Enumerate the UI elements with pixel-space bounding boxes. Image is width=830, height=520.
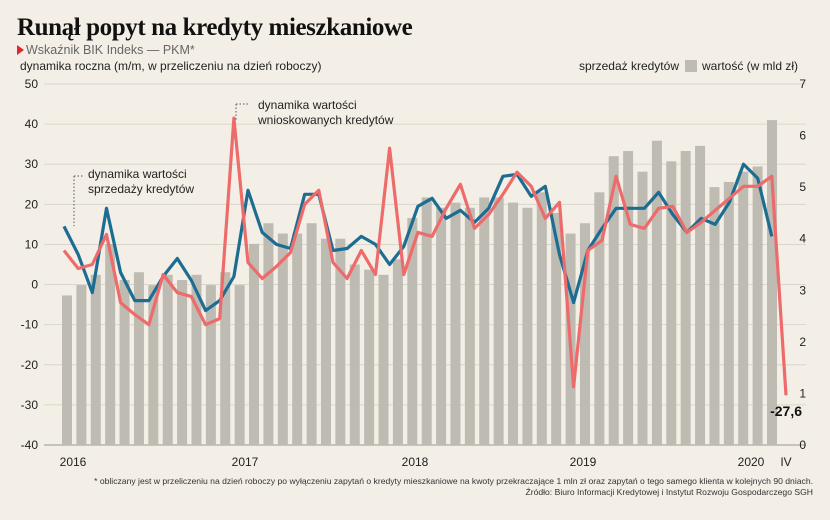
bar (738, 171, 749, 445)
x-tick-label: 2017 (232, 455, 259, 469)
red-triangle-icon (17, 45, 24, 55)
bar (263, 223, 274, 445)
bar (335, 238, 346, 445)
y-left-tick-label: -30 (21, 398, 39, 412)
y-right-tick-label: 1 (799, 386, 806, 400)
x-tick-label: 2019 (570, 455, 597, 469)
y-right-tick-label: 5 (799, 180, 806, 194)
x-tick-label: 2020 (738, 455, 765, 469)
y-right-tick-label: 2 (799, 335, 806, 349)
applications-annotation: wnioskowanych kredytów (257, 113, 394, 127)
bar (767, 120, 777, 445)
bar (148, 285, 159, 445)
right-axis-ticks: 7 6 5 4 3 2 1 0 (799, 77, 806, 452)
bar (177, 279, 188, 445)
bar (105, 243, 116, 445)
bar (436, 207, 447, 445)
last-value-label: -27,6 (770, 403, 802, 419)
bar (479, 197, 490, 445)
bar (220, 272, 231, 445)
bar (522, 207, 533, 445)
y-left-tick-label: -10 (21, 318, 39, 332)
bar-series (62, 120, 777, 446)
bar (723, 181, 734, 445)
bar (349, 264, 360, 445)
y-right-tick-label: 4 (799, 232, 806, 246)
y-right-tick-label: 7 (799, 77, 806, 91)
bar (407, 218, 418, 445)
y-right-tick-label: 3 (799, 283, 806, 297)
bar (608, 156, 619, 445)
y-left-tick-label: 0 (31, 278, 38, 292)
bar (450, 202, 461, 445)
sales-annotation: dynamika wartości (88, 167, 187, 181)
sales-annotation: sprzedaży kredytów (88, 182, 194, 196)
bar (119, 279, 130, 445)
legend-bar-swatch (684, 60, 697, 72)
x-axis-ticks: 2016 2017 2018 2019 2020 IV (60, 455, 792, 469)
source-text: Źródło: Biuro Informacji Kredytowej i In… (525, 487, 813, 497)
x-tick-label: 2018 (402, 455, 429, 469)
bar (493, 197, 504, 445)
bar (320, 238, 331, 445)
bar (637, 171, 648, 445)
bar (752, 166, 763, 445)
bar (364, 269, 375, 445)
y-right-tick-label: 0 (799, 438, 806, 452)
bar (623, 151, 634, 446)
bar (551, 212, 562, 445)
y-left-tick-label: 50 (25, 77, 39, 91)
bar (378, 274, 389, 445)
bar (680, 151, 691, 446)
legend: sprzedaż kredytów wartość (w mld zł) (579, 59, 798, 73)
applications-line (62, 116, 788, 396)
bar (709, 187, 720, 445)
legend-bars-label: sprzedaż kredytów (578, 59, 679, 73)
applications-annotation: dynamika wartości (258, 98, 357, 112)
y-left-tick-label: -20 (21, 358, 39, 372)
footnote-text: * obliczany jest w przeliczeniu na dzień… (94, 476, 813, 486)
bar (249, 243, 260, 445)
bar (162, 274, 173, 445)
bar (508, 202, 519, 445)
bar (205, 285, 216, 445)
bar (579, 223, 590, 445)
y-left-tick-label: 10 (25, 237, 39, 251)
bar (464, 207, 475, 445)
bar (76, 285, 87, 445)
y-left-tick-label: 40 (25, 117, 39, 131)
x-tick-label: 2016 (60, 455, 87, 469)
footnote: * obliczany jest w przeliczeniu na dzień… (94, 476, 813, 498)
y-left-tick-label: 30 (25, 157, 39, 171)
y-left-tick-label: 20 (25, 197, 39, 211)
left-axis-label: dynamika roczna (m/m, w przeliczeniu na … (20, 59, 322, 73)
legend-bars-value-label: wartość (w mld zł) (701, 59, 798, 73)
bar (133, 272, 144, 445)
chart-title: Runął popyt na kredyty mieszkaniowe (17, 14, 413, 41)
line-series (62, 116, 788, 396)
bar (594, 192, 605, 445)
y-right-tick-label: 6 (799, 129, 806, 143)
bar (90, 274, 101, 445)
bar (277, 233, 288, 445)
y-left-tick-label: -40 (21, 438, 39, 452)
bar (234, 285, 245, 445)
bar (306, 223, 317, 445)
bar (651, 140, 662, 445)
bar (421, 197, 432, 445)
bar (666, 161, 677, 445)
bar (292, 233, 303, 445)
subtitle-text: Wskaźnik BIK Indeks — PKM* (26, 43, 195, 57)
bar (191, 274, 202, 445)
bar (62, 295, 72, 445)
sales-line (62, 162, 774, 313)
left-axis-ticks: 50 40 30 20 10 0 -10 -20 -30 -40 (21, 77, 39, 452)
chart-subtitle: Wskaźnik BIK Indeks — PKM* (17, 43, 195, 57)
bar (536, 192, 547, 445)
bar (695, 145, 706, 445)
bar (392, 259, 403, 445)
x-tick-label: IV (780, 455, 791, 469)
